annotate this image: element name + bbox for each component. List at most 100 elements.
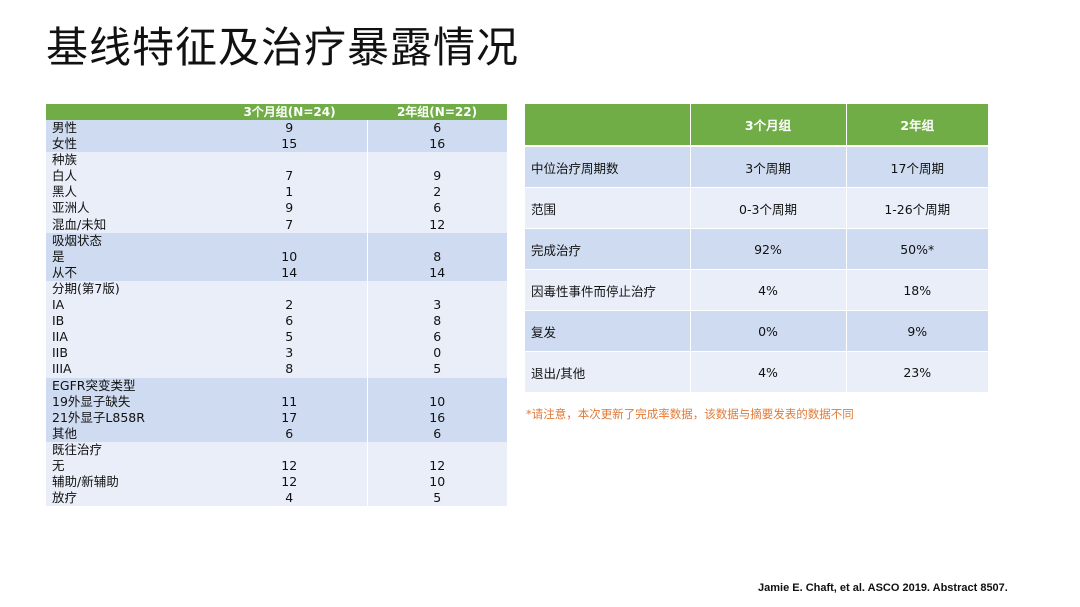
cell-2-year: 14: [366, 264, 507, 281]
table-row: 是 10 8: [46, 248, 507, 265]
completion-rate-note: *请注意，本次更新了完成率数据，该数据与摘要发表的数据不同: [526, 407, 854, 421]
table-row: IIA 5 6: [46, 329, 507, 346]
cell-2-year: 5: [366, 361, 507, 378]
cell-3-month: 4%: [689, 351, 846, 392]
cell-2-year: 6: [366, 425, 507, 442]
row-label: 既往治疗: [46, 441, 212, 458]
header-cell-2-year: 2年组: [845, 104, 988, 146]
row-group: 男性 9 6 女性 15 16: [46, 120, 507, 153]
table-row: 亚洲人 9 6: [46, 200, 507, 217]
table-row: 混血/未知 7 12: [46, 216, 507, 233]
table-row: IIB 3 0: [46, 345, 507, 362]
header-cell-3-month: 3个月组: [689, 104, 846, 146]
header-cell-3-month: 3个月组(N=24): [212, 104, 367, 120]
row-label: 分期(第7版): [46, 280, 212, 298]
cell-3-month: 17: [212, 409, 367, 426]
row-label: 19外显子缺失: [46, 393, 212, 410]
citation: Jamie E. Chaft, et al. ASCO 2019. Abstra…: [758, 582, 1008, 594]
cell-3-month: 5: [212, 329, 367, 346]
table-row: IA 2 3: [46, 297, 507, 314]
header-cell-2-year: 2年组(N=22): [367, 104, 507, 120]
cell-3-month: 6: [212, 313, 367, 330]
header-cell-label: [525, 104, 690, 146]
cell-3-month: 0-3个周期: [689, 187, 846, 229]
table-row: 中位治疗周期数 3个周期 17个周期: [525, 145, 988, 188]
row-label: 退出/其他: [525, 351, 690, 392]
cell-2-year: 50%*: [845, 228, 988, 270]
table-row: 种族: [46, 152, 507, 169]
cell-2-year: 10: [366, 474, 507, 491]
cell-3-month: [212, 280, 367, 298]
table-row: 无 12 12: [46, 457, 507, 475]
cell-3-month: 12: [212, 457, 367, 475]
row-label: 复发: [525, 310, 690, 352]
table-row: 既往治疗: [46, 441, 507, 458]
cell-2-year: 12: [366, 457, 507, 475]
cell-3-month: 14: [212, 264, 367, 281]
table-row: 女性 15 16: [46, 136, 507, 153]
table-row: IB 6 8: [46, 313, 507, 330]
table-row: 复发 0% 9%: [525, 310, 988, 352]
cell-2-year: 6: [366, 200, 507, 217]
row-group: 分期(第7版) IA 2 3 IB 6 8 IIA 5 6 IIB 3 0 IIIA 8 5: [46, 280, 507, 378]
table-row: 19外显子缺失 11 10: [46, 393, 507, 410]
table-row: 完成治疗 92% 50%*: [525, 228, 988, 270]
cell-3-month: [212, 441, 367, 458]
baseline-characteristics-table: 3个月组(N=24) 2年组(N=22) 男性 9 6 女性 15 16 种族 白人 7 9 黑人 1…: [46, 104, 507, 507]
cell-2-year: 6: [366, 329, 507, 346]
table-row: 从不 14 14: [46, 264, 507, 281]
cell-3-month: 2: [212, 297, 367, 314]
cell-3-month: 7: [212, 168, 367, 185]
cell-2-year: 5: [366, 490, 507, 507]
row-label: 从不: [46, 264, 212, 281]
page-title: 基线特征及治疗暴露情况: [46, 23, 520, 72]
table-row: 男性 9 6: [46, 120, 507, 137]
cell-2-year: 8: [366, 313, 507, 330]
row-label: IIA: [46, 329, 212, 346]
row-label: 中位治疗周期数: [525, 145, 690, 188]
row-label: 辅助/新辅助: [46, 474, 212, 491]
cell-2-year: 18%: [845, 269, 988, 311]
cell-3-month: 9: [212, 200, 367, 217]
table-row: IIIA 8 5: [46, 361, 507, 378]
cell-3-month: 9: [212, 120, 367, 137]
row-label: 其他: [46, 425, 212, 442]
row-label: 吸烟状态: [46, 232, 212, 249]
table-row: EGFR突变类型: [46, 377, 507, 394]
cell-3-month: 1: [212, 184, 367, 201]
cell-2-year: [366, 232, 507, 249]
cell-2-year: [366, 441, 507, 458]
row-group: 种族 白人 7 9 黑人 1 2 亚洲人 9 6 混血/未知 7 12: [46, 152, 507, 233]
cell-2-year: 17个周期: [845, 145, 988, 188]
table-row: 辅助/新辅助 12 10: [46, 474, 507, 491]
row-label: IA: [46, 297, 212, 314]
row-label: IIB: [46, 345, 212, 362]
cell-2-year: 2: [366, 184, 507, 201]
row-label: 种族: [46, 152, 212, 169]
cell-3-month: 4%: [689, 269, 846, 311]
row-label: IB: [46, 313, 212, 330]
cell-3-month: 7: [212, 216, 367, 233]
cell-2-year: 16: [366, 136, 507, 153]
row-label: 亚洲人: [46, 200, 212, 217]
cell-3-month: 92%: [689, 228, 846, 270]
row-label: 无: [46, 457, 212, 475]
table-row: 放疗 4 5: [46, 490, 507, 507]
row-label: 因毒性事件而停止治疗: [525, 269, 690, 311]
cell-2-year: 1-26个周期: [845, 187, 988, 229]
table-header-row: 3个月组 2年组: [525, 104, 988, 146]
row-group: 既往治疗无 12 12 辅助/新辅助 12 10 放疗 4 5: [46, 441, 507, 507]
row-label: 范围: [525, 187, 690, 229]
cell-2-year: 6: [366, 120, 507, 137]
cell-2-year: 8: [366, 248, 507, 265]
cell-3-month: 15: [212, 136, 367, 153]
cell-2-year: 9%: [845, 310, 988, 352]
header-cell-label: [46, 104, 212, 120]
cell-3-month: 0%: [689, 310, 846, 352]
cell-3-month: 6: [212, 425, 367, 442]
row-label: EGFR突变类型: [46, 377, 212, 394]
table-row: 退出/其他 4% 23%: [525, 351, 988, 392]
cell-2-year: 0: [366, 345, 507, 362]
cell-3-month: 3个周期: [689, 145, 846, 188]
row-label: 完成治疗: [525, 228, 690, 270]
